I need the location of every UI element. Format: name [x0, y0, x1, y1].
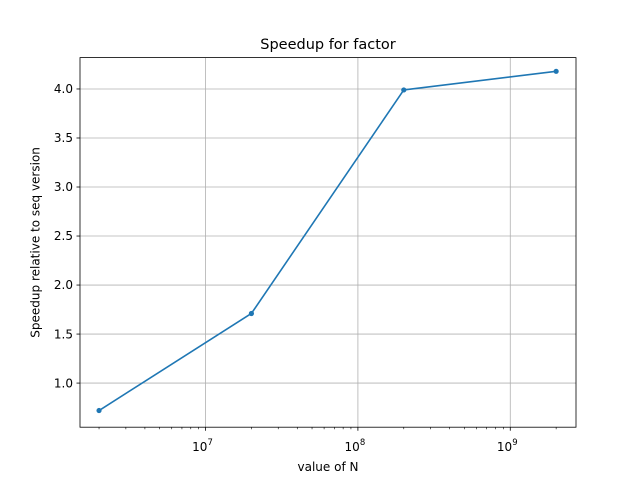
grid: [80, 57, 576, 428]
chart-title: Speedup for factor: [260, 37, 396, 53]
data-point: [401, 87, 407, 93]
x-axis-label: value of N: [298, 460, 359, 474]
y-tick-label: 2.0: [54, 278, 73, 292]
data-point: [248, 310, 255, 317]
y-tick-label: 4.0: [54, 82, 73, 96]
y-axis-label: Speedup relative to seq version: [29, 147, 43, 338]
y-tick-label: 1.0: [54, 376, 73, 390]
x-tick-label: 108: [345, 438, 366, 454]
x-axis-ticks: 107 108 109: [192, 427, 518, 454]
x-tick-label: 109: [497, 438, 518, 454]
y-tick-label: 1.5: [54, 327, 73, 341]
x-tick-label: 107: [192, 438, 213, 454]
series-layer: [96, 68, 559, 414]
series-line: [98, 70, 557, 412]
data-point: [96, 407, 102, 414]
y-axis-ticks: 1.0 1.5 2.0 2.5 3.0 3.5 4.0: [54, 82, 80, 390]
plot-frame: [79, 57, 577, 428]
y-tick-label: 2.5: [54, 229, 73, 243]
y-tick-label: 3.0: [54, 180, 73, 194]
y-tick-label: 3.5: [54, 131, 73, 145]
data-point: [553, 68, 559, 74]
